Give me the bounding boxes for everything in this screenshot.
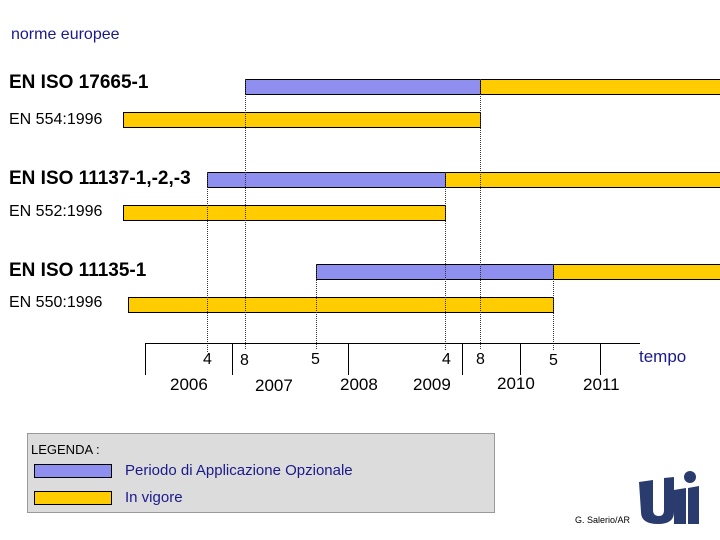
standard-old-label: EN 550:1996 [9,294,103,311]
month-tick-label: 4 [203,351,212,368]
reference-line [553,264,554,350]
reference-line [445,172,446,350]
year-tick [232,343,233,375]
month-tick-label: 4 [442,351,451,368]
page-title: norme europee [11,26,120,43]
optional-period-bar [207,172,446,188]
legend-swatch-optional [34,464,112,478]
in-force-bar [123,205,446,221]
year-label: 2006 [170,375,208,394]
month-tick-label: 8 [240,352,249,369]
timeline-axis [145,343,640,344]
year-label: 2011 [583,375,620,394]
year-tick [145,343,146,375]
reference-line [480,79,481,349]
uni-logo [639,471,699,524]
standard-new-label: EN ISO 11137-1,-2,-3 [9,168,191,189]
standard-new-label: EN ISO 17665-1 [9,72,149,93]
legend: LEGENDA : Periodo di Applicazione Opzion… [27,433,495,513]
year-tick [462,343,463,375]
reference-line [207,172,208,352]
axis-label: tempo [639,347,687,366]
in-force-bar [553,264,720,280]
legend-title: LEGENDA : [31,442,100,457]
credit-text: G. Salerio/AR [575,515,631,525]
in-force-bar [123,112,481,128]
in-force-bar [445,172,720,188]
year-tick [600,343,601,375]
legend-label: In vigore [125,489,183,506]
year-tick [520,343,521,375]
standard-new-label: EN ISO 11135-1 [9,260,147,281]
year-label: 2009 [413,375,451,394]
reference-line [316,264,317,349]
month-tick-label: 5 [549,352,558,369]
year-label: 2008 [340,375,378,394]
month-tick-label: 5 [311,351,320,368]
in-force-bar [128,297,554,313]
year-label: 2007 [255,376,293,395]
standard-old-label: EN 552:1996 [9,203,103,220]
reference-line [245,79,246,349]
month-tick-label: 8 [476,351,485,368]
standard-old-label: EN 554:1996 [9,111,103,128]
legend-swatch-in-force [34,491,112,505]
in-force-bar [480,79,720,95]
legend-label: Periodo di Applicazione Opzionale [125,462,353,479]
year-label: 2010 [497,374,535,393]
year-tick [348,343,349,375]
optional-period-bar [316,264,554,280]
optional-period-bar [245,79,481,95]
